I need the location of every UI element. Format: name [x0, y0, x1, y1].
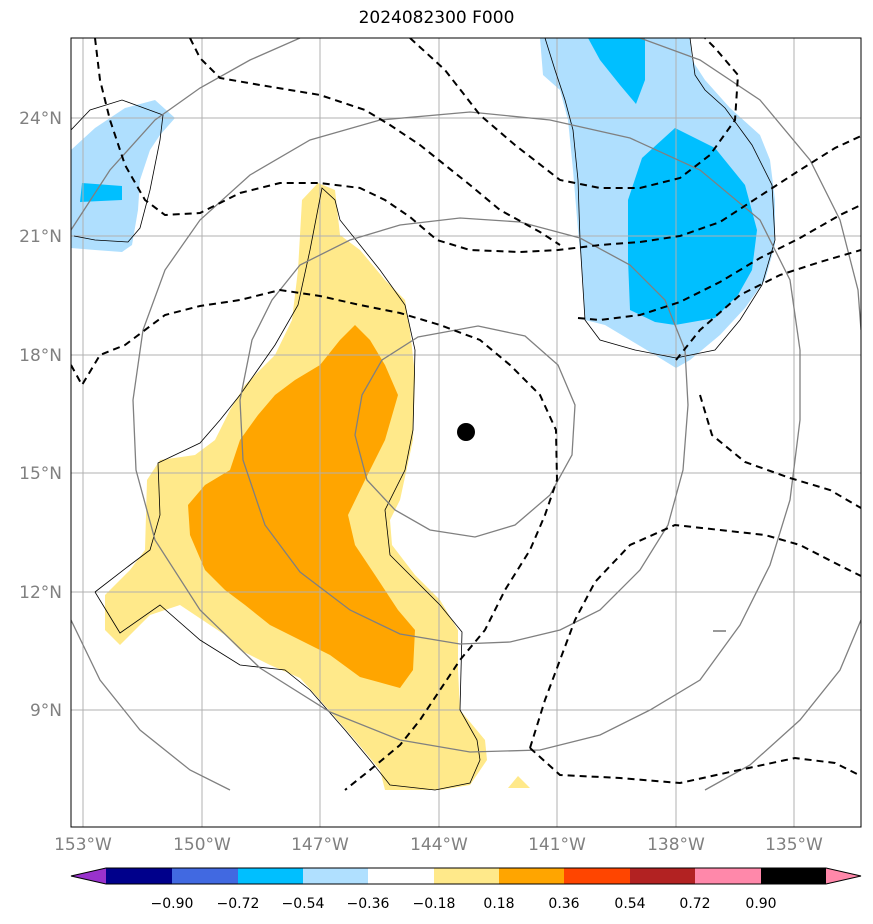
lon-label: 153°W — [54, 835, 112, 855]
colorbar-label: −0.90 — [151, 896, 194, 912]
thin-contour-east — [544, 38, 776, 359]
lon-label: 147°W — [291, 835, 349, 855]
dashed-contour-2 — [189, 38, 561, 246]
dashed-contour-4 — [71, 288, 559, 791]
colorbar-segment — [761, 868, 826, 884]
gray-contour-3 — [132, 111, 801, 753]
shade-yellow-patch — [508, 776, 530, 788]
shade-lightblue-west — [71, 100, 175, 252]
colorbar-label: −0.18 — [413, 896, 456, 912]
dashed-contour-8 — [699, 394, 861, 509]
gray-contour-2 — [239, 217, 689, 645]
colorbar-outline — [70, 867, 862, 885]
colorbar: −0.90 −0.72 −0.54 −0.36 −0.18 0.18 0.36 … — [70, 867, 862, 912]
colorbar-segment — [564, 868, 630, 884]
lon-label: 138°W — [647, 835, 705, 855]
lat-label: 12°N — [19, 583, 62, 603]
colorbar-segment — [172, 868, 238, 884]
lat-label: 21°N — [19, 227, 62, 247]
dashed-contours — [71, 38, 861, 791]
dashed-contour-7 — [675, 249, 861, 361]
dashed-contour-6 — [577, 204, 861, 322]
colorbar-label: −0.72 — [217, 896, 260, 912]
colorbar-label: 0.36 — [548, 896, 579, 912]
lon-label: 141°W — [528, 835, 586, 855]
shade-blue-east — [628, 128, 757, 325]
colorbar-segment — [695, 868, 761, 884]
gray-contour-4d — [704, 619, 861, 791]
graticule — [71, 38, 861, 827]
dashed-contour-1 — [94, 38, 861, 254]
gray-contour-4 — [71, 38, 301, 231]
dashed-contour-3 — [409, 38, 740, 189]
map-title: 2024082300 F000 — [358, 8, 515, 28]
shade-blue-north — [588, 38, 645, 104]
lon-label: 150°W — [173, 835, 231, 855]
thin-contour-main — [94, 187, 481, 791]
lon-label: 144°W — [410, 835, 468, 855]
colorbar-segment — [499, 868, 564, 884]
gray-contour-inner — [354, 325, 576, 538]
lat-label: 24°N — [19, 109, 62, 129]
dashed-contour-5 — [529, 523, 861, 749]
colorbar-extend-low — [71, 868, 106, 884]
gray-contour-4b — [639, 38, 861, 331]
gray-contours — [71, 38, 861, 791]
thin-black-contours — [71, 38, 776, 791]
lon-axis: 153°W 150°W 147°W 144°W 141°W 138°W 135°… — [54, 835, 823, 855]
colorbar-segment — [368, 868, 434, 884]
colorbar-label: 0.54 — [614, 896, 645, 912]
map-plot-area — [71, 38, 861, 827]
shade-blue-west-patch — [80, 183, 122, 202]
colorbar-label: 0.18 — [483, 896, 514, 912]
thin-contour-west — [71, 99, 164, 243]
colorbar-label: 0.90 — [745, 896, 776, 912]
dashed-contour-9 — [529, 747, 861, 785]
lon-label: 135°W — [765, 835, 823, 855]
lat-axis: 24°N 21°N 18°N 15°N 12°N 9°N — [19, 109, 62, 721]
gray-contour-4c — [71, 619, 231, 791]
colorbar-label: 0.72 — [679, 896, 710, 912]
map-frame — [70, 37, 862, 828]
lat-label: 18°N — [19, 346, 62, 366]
colorbar-segment — [434, 868, 499, 884]
storm-center-marker — [457, 423, 475, 441]
colorbar-label: −0.36 — [347, 896, 390, 912]
colorbar-label: −0.54 — [282, 896, 325, 912]
negative-shading-strong — [80, 38, 757, 325]
colorbar-segment — [106, 868, 172, 884]
colorbar-segment — [303, 868, 368, 884]
lat-label: 9°N — [30, 701, 62, 721]
colorbar-segment — [238, 868, 303, 884]
colorbar-segment — [630, 868, 695, 884]
lat-label: 15°N — [19, 464, 62, 484]
colorbar-extend-high — [826, 868, 861, 884]
